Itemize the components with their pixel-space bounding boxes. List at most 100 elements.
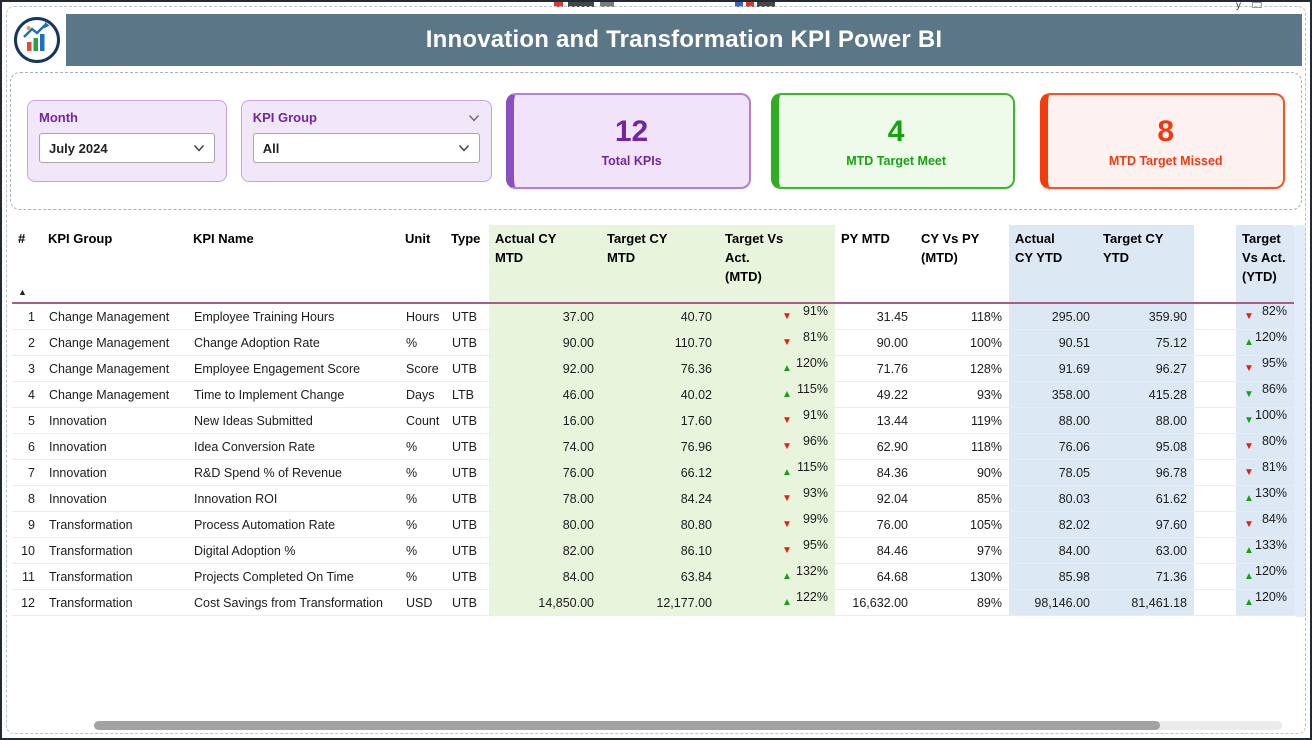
cell-target-vs-act-ytd: ▼ 81% — [1236, 459, 1294, 486]
col-header-target-vs-act-mtd[interactable]: Target Vs Act. (MTD) — [719, 225, 835, 304]
cell-spacer — [1194, 381, 1236, 408]
cell-kpi-name: Employee Training Hours — [187, 303, 399, 330]
down-arrow-icon: ▼ — [782, 337, 792, 348]
cell-py-mtd: 64.68 — [835, 563, 915, 590]
cell-num: 8 — [12, 485, 42, 512]
kpi-group-dropdown[interactable]: All — [252, 133, 481, 163]
cell-py-mtd: 16,632.00 — [835, 589, 915, 616]
table-row[interactable]: 3 Change Management Employee Engagement Sc… — [12, 355, 1294, 382]
browser-artifact — [1252, 2, 1262, 8]
cell-target-cy-mtd: 76.96 — [601, 433, 719, 460]
cell-type: UTB — [445, 563, 489, 590]
pct-value: 132% — [796, 564, 828, 578]
col-header-num[interactable]: # ▲ — [12, 225, 42, 304]
col-header-type[interactable]: Type — [445, 225, 489, 304]
cell-py-mtd: 49.22 — [835, 381, 915, 408]
cell-cy-vs-py-mtd: 118% — [915, 303, 1009, 330]
cell-actual-cy-mtd: 46.00 — [489, 381, 601, 408]
table-row[interactable]: 7 Innovation R&D Spend % of Revenue% UTB 76.… — [12, 459, 1294, 486]
cell-type: UTB — [445, 459, 489, 486]
horizontal-scrollbar[interactable] — [94, 721, 1282, 730]
vertical-scrollbar[interactable] — [1294, 225, 1306, 617]
table-row[interactable]: 12 Transformation Cost Savings from Transf… — [12, 589, 1294, 616]
cell-target-cy-ytd: 71.36 — [1097, 563, 1194, 590]
month-dropdown[interactable]: July 2024 — [39, 133, 215, 163]
col-header-actual-cy-ytd[interactable]: Actual CY YTD — [1009, 225, 1097, 304]
cell-kpi-name: New Ideas Submitted — [187, 407, 399, 434]
table-header-row: # ▲ KPI Group KPI Name Unit Type Actual CY MTD… — [12, 225, 1294, 304]
pct-value: 81% — [1261, 460, 1287, 474]
pct-value: 95% — [1261, 356, 1287, 370]
slicer-chevron-down-icon[interactable] — [468, 114, 480, 122]
mtd-target-meet-card: 4 MTD Target Meet — [770, 93, 1016, 189]
cell-spacer — [1194, 433, 1236, 460]
mtd-target-missed-label: MTD Target Missed — [1108, 153, 1223, 168]
cell-unit: % — [399, 537, 445, 564]
pct-value: 96% — [802, 434, 828, 448]
down-arrow-icon: ▼ — [782, 311, 792, 322]
mtd-target-missed-card: 8 MTD Target Missed — [1040, 93, 1286, 189]
table-row[interactable]: 10 Transformation Digital Adoption %% UTB 82… — [12, 537, 1294, 564]
table-row[interactable]: 2 Change Management Change Adoption Rate% U… — [12, 329, 1294, 356]
chevron-down-icon — [459, 145, 470, 152]
table-row[interactable]: 8 Innovation Innovation ROI% UTB 78.00 84.24 ▼… — [12, 485, 1294, 512]
pct-value: 115% — [796, 460, 828, 474]
cell-cy-vs-py-mtd: 130% — [915, 563, 1009, 590]
pct-value: 80% — [1261, 434, 1287, 448]
table-row[interactable]: 11 Transformation Projects Completed On Ti… — [12, 563, 1294, 590]
total-kpis-card: 12 Total KPIs — [506, 93, 751, 189]
cell-actual-cy-ytd: 91.69 — [1009, 355, 1097, 382]
cell-actual-cy-mtd: 82.00 — [489, 537, 601, 564]
table-row[interactable]: 9 Transformation Process Automation Rate% U… — [12, 511, 1294, 538]
table-row[interactable]: 5 Innovation New Ideas Submitted Count UTB 16… — [12, 407, 1294, 434]
table-row[interactable]: 6 Innovation Idea Conversion Rate% UTB 74.00… — [12, 433, 1294, 460]
cell-kpi-name: Digital Adoption % — [187, 537, 399, 564]
cell-spacer — [1194, 485, 1236, 512]
pct-value: 120% — [1255, 590, 1287, 604]
cell-actual-cy-ytd: 90.51 — [1009, 329, 1097, 356]
cell-num: 2 — [12, 329, 42, 356]
cell-cy-vs-py-mtd: 90% — [915, 459, 1009, 486]
cell-target-vs-act-ytd: ▼ 82% — [1236, 303, 1294, 330]
cell-target-vs-act-mtd: ▲ 120% — [719, 355, 835, 382]
pct-value: 122% — [796, 590, 828, 604]
col-header-unit[interactable]: Unit — [399, 225, 445, 304]
header: Innovation and Transformation KPI Power … — [8, 13, 1302, 67]
cell-unit: Days — [399, 381, 445, 408]
cell-kpi-name: Projects Completed On Time — [187, 563, 399, 590]
col-header-actual-cy-mtd[interactable]: Actual CY MTD — [489, 225, 601, 304]
col-header-cy-vs-py-mtd[interactable]: CY Vs PY (MTD) — [915, 225, 1009, 304]
cell-target-cy-mtd: 76.36 — [601, 355, 719, 382]
cell-num: 7 — [12, 459, 42, 486]
cell-target-cy-ytd: 88.00 — [1097, 407, 1194, 434]
cell-actual-cy-mtd: 80.00 — [489, 511, 601, 538]
cell-actual-cy-mtd: 90.00 — [489, 329, 601, 356]
col-header-kpi-group[interactable]: KPI Group — [42, 225, 187, 304]
col-header-kpi-name[interactable]: KPI Name — [187, 225, 399, 304]
table-row[interactable]: 1 Change Management Employee Training Hour… — [12, 303, 1294, 330]
cell-num: 4 — [12, 381, 42, 408]
cell-type: UTB — [445, 355, 489, 382]
table-row[interactable]: 4 Change Management Time to Implement Chan… — [12, 381, 1294, 408]
scrollbar-thumb[interactable] — [94, 721, 1160, 730]
col-header-target-vs-act-ytd[interactable]: Target Vs Act. (YTD) — [1236, 225, 1294, 304]
mtd-target-meet-label: MTD Target Meet — [846, 153, 947, 168]
cell-target-cy-ytd: 97.60 — [1097, 511, 1194, 538]
col-header-spacer[interactable] — [1194, 225, 1236, 304]
col-header-target-cy-mtd[interactable]: Target CY MTD — [601, 225, 719, 304]
logo — [8, 13, 66, 67]
cell-actual-cy-ytd: 82.02 — [1009, 511, 1097, 538]
cell-cy-vs-py-mtd: 119% — [915, 407, 1009, 434]
col-header-py-mtd[interactable]: PY MTD — [835, 225, 915, 304]
cell-type: UTB — [445, 329, 489, 356]
col-header-target-cy-ytd[interactable]: Target CY YTD — [1097, 225, 1194, 304]
cell-kpi-group: Transformation — [42, 563, 187, 590]
cell-num: 12 — [12, 589, 42, 616]
chevron-down-icon — [193, 145, 204, 152]
cell-target-cy-mtd: 40.70 — [601, 303, 719, 330]
cell-actual-cy-ytd: 295.00 — [1009, 303, 1097, 330]
cell-unit: % — [399, 433, 445, 460]
cell-kpi-name: Time to Implement Change — [187, 381, 399, 408]
up-arrow-icon: ▲ — [1244, 337, 1254, 348]
cell-actual-cy-ytd: 88.00 — [1009, 407, 1097, 434]
